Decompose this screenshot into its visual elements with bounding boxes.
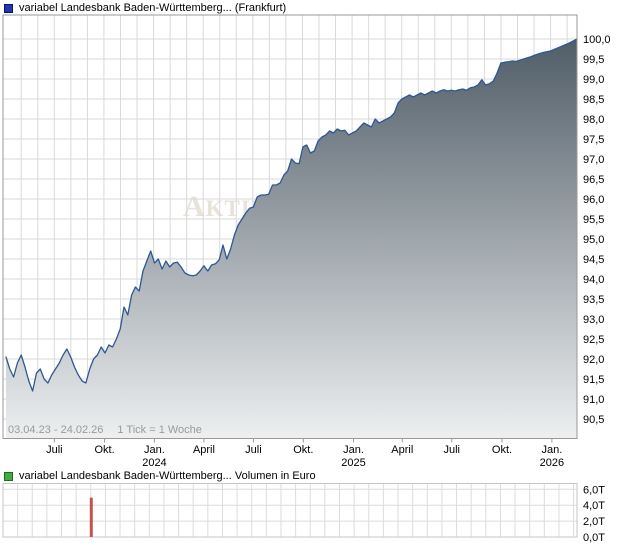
svg-text:6,0T: 6,0T — [583, 484, 605, 496]
date-range-label: 03.04.23 - 24.02.26 1 Tick = 1 Woche — [8, 424, 202, 436]
svg-text:Okt.: Okt. — [293, 444, 313, 456]
svg-text:98,0: 98,0 — [583, 114, 604, 126]
svg-text:91,5: 91,5 — [583, 374, 604, 386]
price-chart-title: variabel Landesbank Baden-Württemberg...… — [19, 2, 287, 14]
svg-text:Okt.: Okt. — [95, 444, 115, 456]
svg-text:93,0: 93,0 — [583, 314, 604, 326]
svg-text:92,0: 92,0 — [583, 354, 604, 366]
price-chart-legend: variabel Landesbank Baden-Württemberg...… — [4, 2, 286, 14]
date-range-text: 03.04.23 - 24.02.26 — [8, 424, 104, 436]
svg-text:Jan.: Jan. — [343, 444, 364, 456]
svg-text:99,5: 99,5 — [583, 54, 604, 66]
svg-text:Okt.: Okt. — [492, 444, 512, 456]
volume-chart-legend: variabel Landesbank Baden-Württemberg...… — [4, 470, 316, 482]
svg-text:April: April — [391, 444, 413, 456]
svg-text:2024: 2024 — [142, 457, 166, 469]
svg-text:93,5: 93,5 — [583, 294, 604, 306]
svg-text:Juli: Juli — [444, 444, 461, 456]
svg-text:98,5: 98,5 — [583, 94, 604, 106]
svg-text:4,0T: 4,0T — [583, 500, 605, 512]
tick-interval-text: 1 Tick = 1 Woche — [117, 424, 202, 436]
price-series-marker-icon — [4, 3, 13, 13]
svg-text:100,0: 100,0 — [583, 34, 611, 46]
svg-text:90,5: 90,5 — [583, 414, 604, 426]
volume-chart-title: variabel Landesbank Baden-Württemberg...… — [19, 470, 316, 482]
svg-text:Juli: Juli — [245, 444, 262, 456]
svg-text:2025: 2025 — [341, 457, 365, 469]
svg-text:97,5: 97,5 — [583, 134, 604, 146]
svg-text:95,5: 95,5 — [583, 214, 604, 226]
svg-text:0,0T: 0,0T — [583, 532, 605, 544]
svg-text:2,0T: 2,0T — [583, 516, 605, 528]
svg-text:91,0: 91,0 — [583, 394, 604, 406]
svg-text:Jan.: Jan. — [541, 444, 562, 456]
svg-text:97,0: 97,0 — [583, 154, 604, 166]
svg-text:94,5: 94,5 — [583, 254, 604, 266]
svg-text:94,0: 94,0 — [583, 274, 604, 286]
svg-text:99,0: 99,0 — [583, 74, 604, 86]
svg-text:92,5: 92,5 — [583, 334, 604, 346]
svg-text:Juli: Juli — [46, 444, 63, 456]
svg-text:96,0: 96,0 — [583, 194, 604, 206]
svg-text:Jan.: Jan. — [144, 444, 165, 456]
svg-text:96,5: 96,5 — [583, 174, 604, 186]
svg-text:2026: 2026 — [540, 457, 564, 469]
svg-text:95,0: 95,0 — [583, 234, 604, 246]
svg-text:April: April — [193, 444, 215, 456]
volume-series-marker-icon — [4, 471, 13, 481]
